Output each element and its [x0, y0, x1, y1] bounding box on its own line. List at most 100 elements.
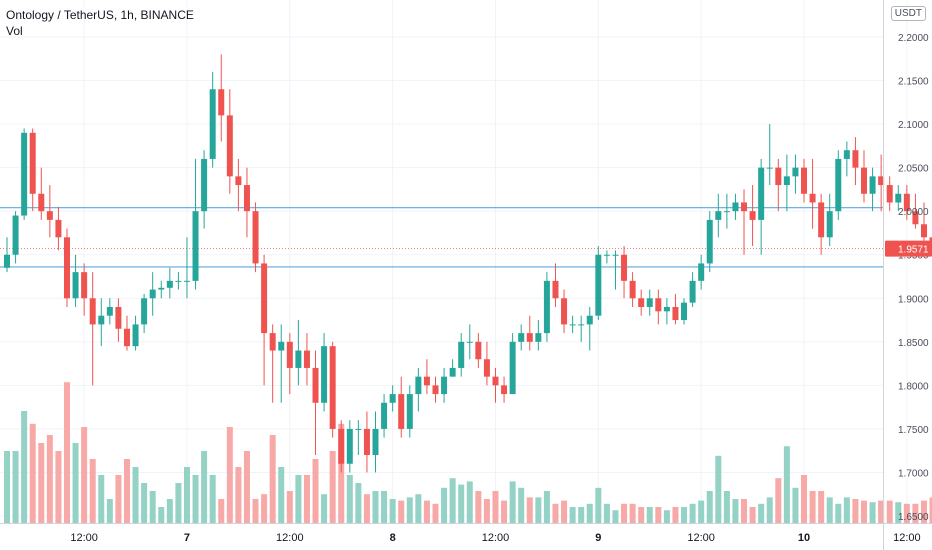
- candle-body: [329, 346, 336, 429]
- candle-body: [869, 176, 876, 194]
- volume-bar: [261, 494, 268, 523]
- volume-bar: [878, 500, 885, 523]
- current-price-label: 1.9571: [898, 245, 929, 256]
- volume-bar: [201, 451, 208, 523]
- volume-bar: [458, 484, 465, 523]
- volume-bar: [586, 503, 593, 523]
- candle-body: [252, 211, 259, 264]
- candle-body: [912, 211, 919, 225]
- candle-body: [552, 280, 559, 299]
- chart-symbol-title: Ontology / TetherUS, 1h, BINANCE: [6, 8, 194, 22]
- candle-body: [12, 215, 19, 255]
- volume-bar: [595, 487, 602, 523]
- candle-body: [338, 428, 345, 464]
- y-tick-label: 1.8000: [898, 381, 929, 392]
- candle-body: [595, 254, 602, 316]
- volume-bars: [4, 382, 932, 523]
- candle-body: [492, 376, 499, 386]
- candle-body: [106, 306, 113, 316]
- candle-body: [578, 324, 585, 326]
- volume-bar: [689, 503, 696, 523]
- volume-bar: [903, 503, 910, 523]
- volume-bar: [12, 451, 19, 523]
- candle-body: [801, 167, 808, 194]
- x-tick-label: 12:00: [70, 532, 98, 544]
- volume-bar: [183, 467, 190, 523]
- volume-bar: [698, 500, 705, 523]
- volume-bar: [912, 503, 919, 523]
- candle-body: [458, 341, 465, 368]
- volume-bar: [655, 507, 662, 523]
- volume-bar: [706, 491, 713, 523]
- y-tick-label: 1.8500: [898, 338, 929, 349]
- volume-bar: [501, 500, 508, 523]
- candle-body: [449, 367, 456, 377]
- candle-body: [312, 367, 319, 403]
- candle-body: [475, 341, 482, 360]
- candle-body: [509, 341, 516, 395]
- volume-bar: [681, 507, 688, 523]
- candle-body: [809, 193, 816, 203]
- candle-body: [98, 315, 105, 325]
- candle-body: [561, 298, 568, 325]
- volume-bar: [518, 487, 525, 523]
- currency-badge[interactable]: USDT: [890, 6, 926, 21]
- chart-header: Ontology / TetherUS, 1h, BINANCE Vol: [6, 7, 194, 39]
- volume-bar: [861, 500, 867, 523]
- volume-bar: [29, 423, 36, 523]
- volume-bar: [226, 427, 233, 523]
- candle-body: [646, 298, 653, 307]
- current-price-badge: [885, 240, 932, 257]
- volume-bar: [89, 459, 96, 523]
- candle-body: [381, 402, 388, 429]
- candle-body: [158, 287, 165, 290]
- volume-bar: [346, 475, 353, 523]
- candle-body: [723, 211, 730, 213]
- volume-bar: [209, 475, 216, 523]
- volume-bar: [141, 483, 148, 523]
- volume-indicator-label: Vol: [6, 24, 23, 38]
- candle-body: [783, 176, 790, 186]
- candle-body: [518, 333, 525, 342]
- volume-bar: [663, 510, 670, 523]
- volume-bar: [158, 507, 165, 523]
- volume-bar: [766, 497, 773, 523]
- candle-body: [861, 167, 867, 194]
- candle-body: [621, 254, 628, 281]
- y-tick-label: 1.6500: [898, 512, 929, 523]
- volume-bar: [252, 499, 259, 523]
- volume-bar: [355, 483, 362, 523]
- candle-body: [818, 202, 825, 238]
- candle-body: [63, 237, 70, 299]
- candle-body: [406, 394, 413, 429]
- candle-body: [903, 193, 910, 212]
- volume-bar: [63, 382, 70, 523]
- candle-body: [55, 219, 62, 238]
- volume-bar: [629, 503, 636, 523]
- volume-bar: [449, 478, 456, 523]
- candle-body: [363, 428, 370, 456]
- volume-bar: [801, 475, 808, 523]
- x-tick-label: 12:00: [893, 532, 921, 544]
- volume-bar: [235, 467, 242, 523]
- candle-body: [638, 298, 645, 307]
- volume-bar: [123, 459, 130, 523]
- candle-body: [432, 385, 439, 395]
- volume-bar: [398, 500, 405, 523]
- volume-bar: [166, 499, 173, 523]
- volume-bar: [475, 491, 482, 523]
- volume-bar: [843, 497, 850, 523]
- volume-bar: [886, 500, 893, 523]
- candle-body: [209, 89, 216, 159]
- volume-bar: [612, 510, 619, 523]
- candlesticks: [4, 54, 932, 473]
- volume-bar: [303, 475, 310, 523]
- candle-body: [483, 359, 490, 377]
- candle-body: [321, 346, 328, 403]
- candle-body: [218, 89, 225, 116]
- volume-bar: [621, 503, 628, 523]
- volume-bar: [295, 475, 302, 523]
- y-tick-label: 1.7500: [898, 425, 929, 436]
- volume-bar: [38, 443, 45, 523]
